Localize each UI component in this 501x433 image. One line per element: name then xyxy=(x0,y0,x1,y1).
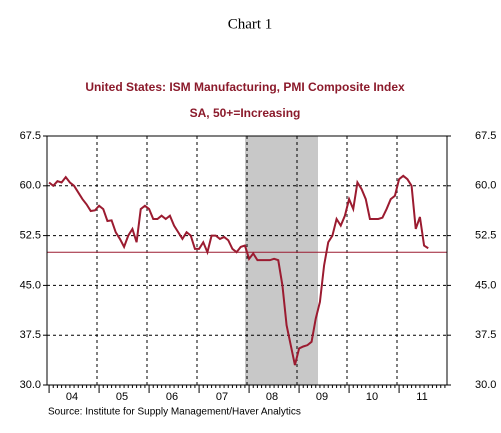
y-tick-label: 37.5 xyxy=(20,329,41,341)
y2-tick-label: 67.5 xyxy=(475,130,496,142)
recession-shading xyxy=(245,136,318,385)
chart-title: Chart 1 xyxy=(228,16,273,32)
x-tick-label: 07 xyxy=(216,391,228,403)
y-tick-label: 52.5 xyxy=(20,230,41,242)
x-tick-label: 06 xyxy=(166,391,178,403)
y-tick-label: 30.0 xyxy=(20,379,41,391)
chart-subtitle: United States: ISM Manufacturing, PMI Co… xyxy=(85,80,405,94)
x-tick-label: 09 xyxy=(316,391,328,403)
y2-tick-label: 45.0 xyxy=(475,279,496,291)
x-tick-label: 08 xyxy=(266,391,278,403)
x-tick-label: 11 xyxy=(416,391,427,403)
y-tick-label: 60.0 xyxy=(20,180,41,192)
x-tick-label: 10 xyxy=(366,391,378,403)
plot-frame xyxy=(46,135,448,386)
y-tick-label: 67.5 xyxy=(20,130,41,142)
series-line xyxy=(48,174,429,366)
y-tick-label: 45.0 xyxy=(20,279,41,291)
y2-tick-label: 60.0 xyxy=(475,180,496,192)
x-tick-label: 04 xyxy=(66,391,78,403)
chart-subtitle: SA, 50+=Increasing xyxy=(190,106,301,120)
y2-tick-label: 37.5 xyxy=(475,329,496,341)
y2-tick-label: 30.0 xyxy=(475,379,496,391)
x-tick-label: 05 xyxy=(116,391,128,403)
y2-tick-label: 52.5 xyxy=(475,230,496,242)
source-note: Source: Institute for Supply Management/… xyxy=(48,407,301,418)
